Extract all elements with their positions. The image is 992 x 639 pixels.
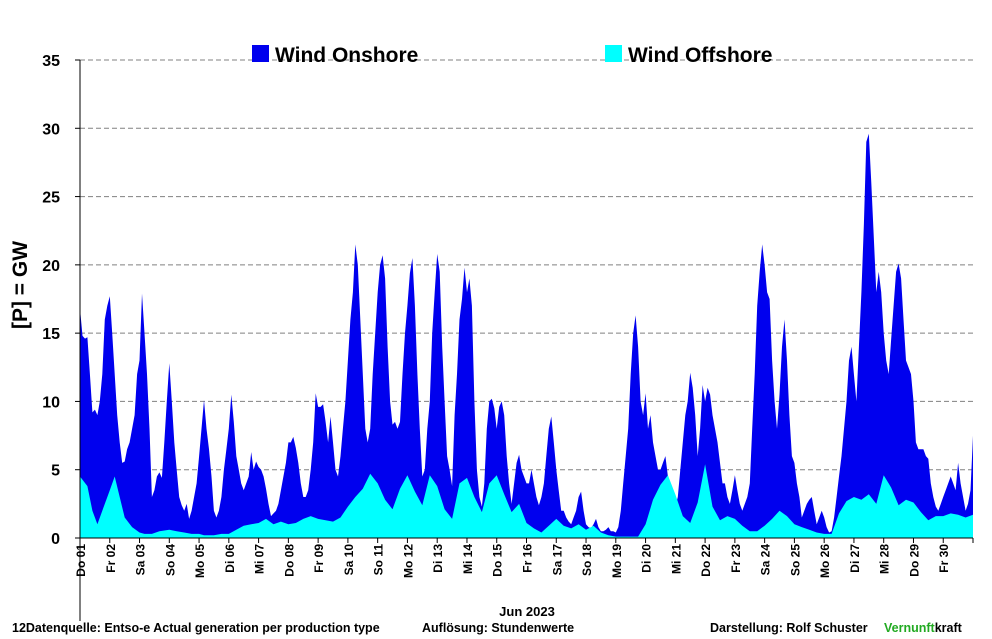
legend-label: Wind Offshore (628, 44, 772, 67)
x-tick-label: So 04 (163, 544, 177, 576)
legend-label: Wind Onshore (275, 44, 418, 67)
y-tick-label: 35 (42, 53, 60, 70)
brand-logo: Vernunftkraft (884, 621, 962, 635)
x-tick-label: So 25 (788, 544, 802, 576)
x-tick-label: Sa 17 (550, 544, 564, 576)
x-tick-label: Do 01 (74, 544, 88, 577)
legend-swatch (252, 45, 269, 62)
x-tick-labels: Do 01 Fr 02 Sa 03 So 04 Mo 05 Di 06 Mi 07 Do 08… (74, 544, 951, 578)
x-axis-label: Jun 2023 (499, 604, 555, 619)
series-wind-onshore-area (80, 133, 973, 538)
x-tick-label: Sa 24 (759, 544, 773, 576)
x-tick-label: Fr 09 (312, 544, 326, 573)
x-tick-label: Do 22 (699, 544, 713, 577)
y-tick-label: 10 (42, 394, 60, 411)
y-tick-label: 25 (42, 190, 60, 207)
x-tick-label: Mi 14 (461, 544, 475, 574)
y-tick-label: 30 (42, 121, 60, 138)
x-tick-label: Di 06 (223, 544, 237, 573)
x-tick-label: Mo 19 (610, 544, 624, 578)
x-tick-label: Mo 12 (401, 544, 415, 578)
grid-lines (80, 59, 973, 471)
x-tick-label: Mo 26 (818, 544, 832, 578)
author-note: Darstellung: Rolf Schuster (710, 621, 868, 635)
legend: Wind Onshore Wind Offshore (252, 44, 772, 67)
y-tick-label: 0 (51, 531, 60, 548)
x-tick-label: Mi 07 (253, 544, 267, 574)
x-tick-label: Mo 05 (193, 544, 207, 578)
x-tick-label: Di 27 (848, 544, 862, 573)
x-tick-label: So 18 (580, 544, 594, 576)
brand-part-2: kraft (934, 621, 962, 635)
x-tick-label: So 11 (372, 544, 386, 576)
series-wind-offshore-area (80, 464, 973, 538)
x-tick-label: Do 15 (491, 544, 505, 577)
x-tick-label: Do 29 (908, 544, 922, 577)
y-axis-label: [P] = GW (9, 241, 32, 329)
x-tick-label: Mi 28 (878, 544, 892, 574)
y-tick-label: 20 (42, 258, 60, 275)
y-tick-labels: 0 5 10 15 20 25 30 35 (42, 53, 60, 548)
y-tick-label: 15 (42, 326, 60, 343)
x-tick-label: Sa 03 (134, 544, 148, 576)
x-tick-label: Fr 16 (521, 544, 535, 573)
brand-part-1: Vernunft (884, 621, 935, 635)
y-tick-label: 5 (51, 463, 60, 480)
x-tick-label: Fr 02 (104, 544, 118, 573)
x-tick-label: Mi 21 (669, 544, 683, 574)
resolution-note: Auflösung: Stundenwerte (422, 621, 575, 635)
axes (75, 59, 974, 621)
x-tick-label: Sa 10 (342, 544, 356, 576)
x-tick-label: Do 08 (282, 544, 296, 577)
x-tick-label: Fr 23 (729, 544, 743, 573)
stacked-areas (80, 133, 973, 538)
x-tick-label: Di 20 (640, 544, 654, 573)
legend-swatch (605, 45, 622, 62)
x-tick-label: Di 13 (431, 544, 445, 573)
x-tick-label: Fr 30 (937, 544, 951, 573)
source-note: 12Datenquelle: Entso-e Actual generation… (12, 621, 380, 635)
